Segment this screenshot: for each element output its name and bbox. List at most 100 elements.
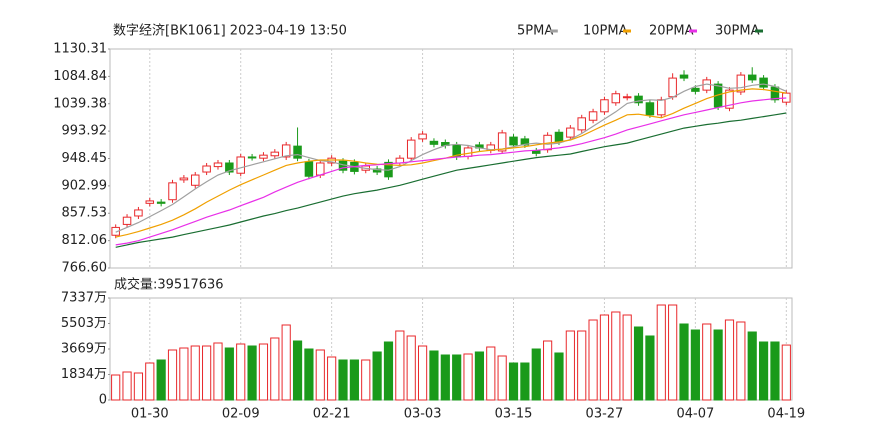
y-tick-label: 857.53 [62,206,108,221]
candle-body [406,139,416,159]
chart-title: 数字经济[BK1061] 2023-04-19 13:50 [113,24,347,39]
candle-body [225,162,234,173]
volume-bar [645,335,655,401]
volume-bar [383,341,394,401]
volume-bar [747,331,757,401]
volume-bar [292,340,303,401]
candle-body [202,165,211,173]
x-tick-label: 02-21 [313,407,351,422]
candle-body [759,77,768,88]
volume-bar [543,340,553,401]
candle-body [520,138,530,146]
candle-body [622,96,632,99]
y-tick-label: 1834万 [61,367,107,382]
candle-body [134,209,143,217]
candle-body [122,216,132,225]
volume-bar [452,354,462,401]
volume-bar [111,374,121,401]
candle-body [509,136,518,146]
volume-bar [554,352,564,401]
volume-bar [190,345,200,401]
volume-bar [179,347,189,401]
candle-body [429,140,439,145]
legend-label: 20PMA [649,24,694,39]
candle-body [645,102,655,116]
candle-body [111,226,120,236]
y-tick-label: 902.99 [62,178,108,193]
volume-bar [224,347,234,401]
candle-body [247,156,257,159]
y-tick-label: 993.92 [62,124,108,139]
volume-bar [406,335,416,401]
volume-bar [349,359,359,401]
volume-bar [429,350,439,401]
volume-bar [758,341,769,401]
volume-bar [565,330,575,401]
y-tick-label: 7337万 [61,291,107,306]
volume-bar [202,345,212,401]
volume-bar [213,342,223,401]
y-tick-label: 766.60 [62,261,108,276]
y-tick-label: 5503万 [61,316,107,331]
candle-body [293,145,302,159]
candle-body [691,87,700,92]
candle-body [531,150,541,154]
candle-body [668,77,677,98]
candle-body [747,74,757,81]
candle-body [316,162,325,176]
volume-bar [531,348,541,401]
candle-body [600,99,609,113]
volume-bar [520,362,530,401]
volume-bar [258,343,269,401]
candle-body [611,93,621,104]
candle-body [657,99,666,116]
x-tick-label: 03-27 [586,407,624,422]
volume-bar [361,359,371,401]
candle-body [168,182,177,201]
legend-label: 10PMA [583,24,628,39]
volume-bar [622,314,632,401]
volume-bar [122,371,132,401]
candle-body [679,74,689,79]
volume-bar [304,348,314,401]
y-tick-label: 1084.84 [53,69,107,84]
candle-body [634,95,643,104]
x-tick-label: 04-19 [767,407,805,422]
candle-body [418,133,427,140]
volume-bar [679,323,689,401]
candle-body [736,74,746,93]
volume-bar [508,362,519,401]
y-tick-label: 812.06 [62,233,108,248]
volume-bar [338,359,348,401]
volume-bar [395,330,405,401]
volume-bar [270,337,280,401]
ma-line [115,83,787,233]
candle-body [281,144,291,158]
volume-bar [133,372,144,401]
volume-bar [463,353,473,401]
ma-line [115,112,787,248]
candle-body [497,132,507,152]
x-tick-label: 03-03 [404,407,442,422]
candle-body [213,162,223,168]
volume-bar [588,319,598,401]
y-tick-label: 1130.31 [53,42,107,57]
volume-bar [167,349,178,401]
candle-body [190,174,200,186]
legend-label: 5PMA [517,24,553,39]
volume-bar [281,324,291,401]
volume-bar [440,354,450,401]
x-tick-label: 01-30 [131,407,169,422]
candle-body [304,161,314,177]
volume-bar [633,326,644,401]
volume-bar [327,356,337,401]
x-tick-label: 03-15 [495,407,533,422]
candle-body [566,127,575,138]
ma-line [115,97,787,246]
volume-bar [724,319,735,401]
volume-bar [417,345,428,401]
candle-body [236,156,245,174]
volume-bar [236,343,246,401]
